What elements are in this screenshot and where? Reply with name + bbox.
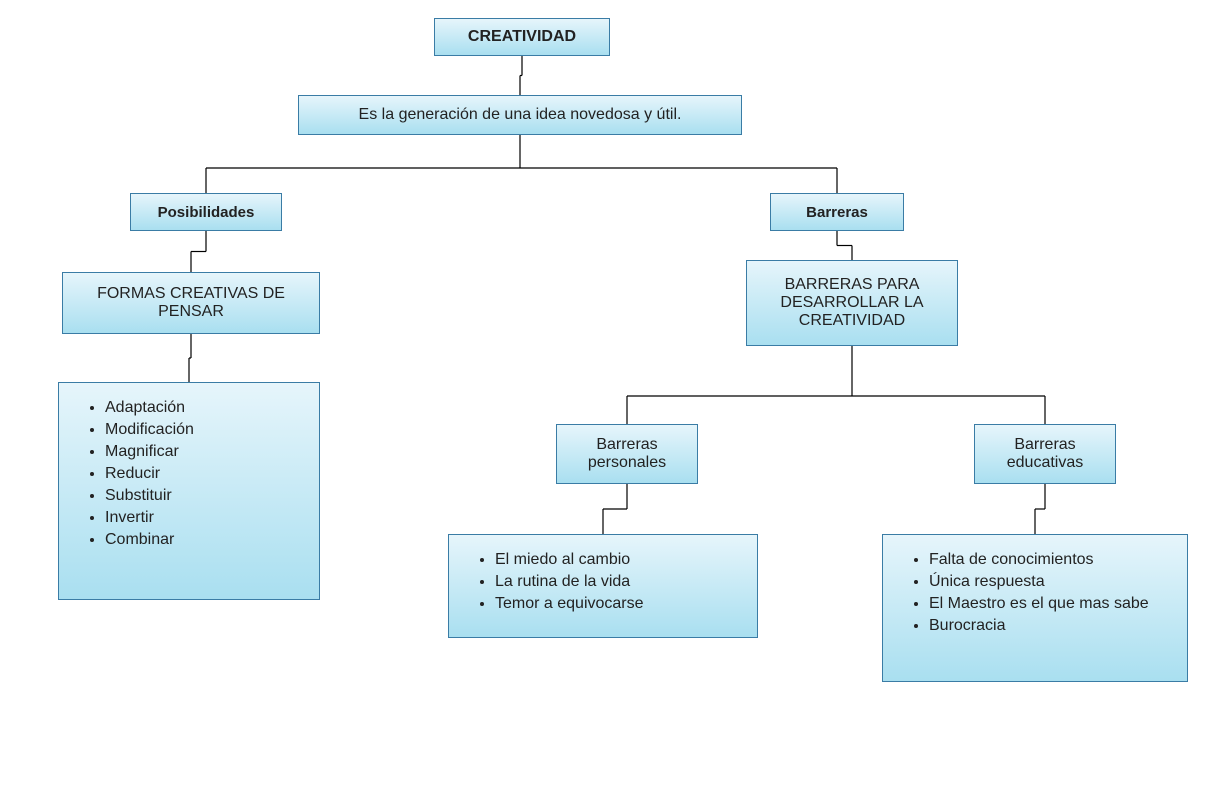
node-formas-label: FORMAS CREATIVAS DE PENSAR xyxy=(73,285,309,321)
list-barreras-educativas-ul: Falta de conocimientos Única respuesta El … xyxy=(893,551,1171,635)
node-barreras-educativas-label: Barreras educativas xyxy=(985,436,1105,472)
list-item: Invertir xyxy=(105,509,303,527)
list-item: Combinar xyxy=(105,531,303,549)
list-barreras-personales: El miedo al cambio La rutina de la vida Te… xyxy=(448,534,758,638)
list-item: El miedo al cambio xyxy=(495,551,741,569)
node-definition-label: Es la generación de una idea novedosa y … xyxy=(359,106,682,124)
node-barreras-personales: Barreras personales xyxy=(556,424,698,484)
node-barreras: Barreras xyxy=(770,193,904,231)
list-barreras-educativas: Falta de conocimientos Única respuesta El … xyxy=(882,534,1188,682)
list-item: Adaptación xyxy=(105,399,303,417)
node-definition: Es la generación de una idea novedosa y … xyxy=(298,95,742,135)
node-formas: FORMAS CREATIVAS DE PENSAR xyxy=(62,272,320,334)
node-barreras-label: Barreras xyxy=(806,204,868,221)
node-posibilidades: Posibilidades xyxy=(130,193,282,231)
list-item: El Maestro es el que mas sabe xyxy=(929,595,1171,613)
list-formas-ul: Adaptación Modificación Magnificar Reducir S… xyxy=(69,399,303,549)
list-item: Substituir xyxy=(105,487,303,505)
list-barreras-personales-ul: El miedo al cambio La rutina de la vida Te… xyxy=(459,551,741,613)
list-item: Modificación xyxy=(105,421,303,439)
list-formas: Adaptación Modificación Magnificar Reducir S… xyxy=(58,382,320,600)
list-item: Burocracia xyxy=(929,617,1171,635)
node-posibilidades-label: Posibilidades xyxy=(158,204,255,221)
list-item: Falta de conocimientos xyxy=(929,551,1171,569)
node-barreras-educativas: Barreras educativas xyxy=(974,424,1116,484)
node-barreras-personales-label: Barreras personales xyxy=(567,436,687,472)
list-item: Única respuesta xyxy=(929,573,1171,591)
list-item: Magnificar xyxy=(105,443,303,461)
node-barreras-desarrollar: BARRERAS PARA DESARROLLAR LA CREATIVIDAD xyxy=(746,260,958,346)
node-root-label: CREATIVIDAD xyxy=(468,28,576,46)
list-item: Temor a equivocarse xyxy=(495,595,741,613)
node-barreras-desarrollar-label: BARRERAS PARA DESARROLLAR LA CREATIVIDAD xyxy=(757,276,947,330)
node-root: CREATIVIDAD xyxy=(434,18,610,56)
list-item: La rutina de la vida xyxy=(495,573,741,591)
list-item: Reducir xyxy=(105,465,303,483)
